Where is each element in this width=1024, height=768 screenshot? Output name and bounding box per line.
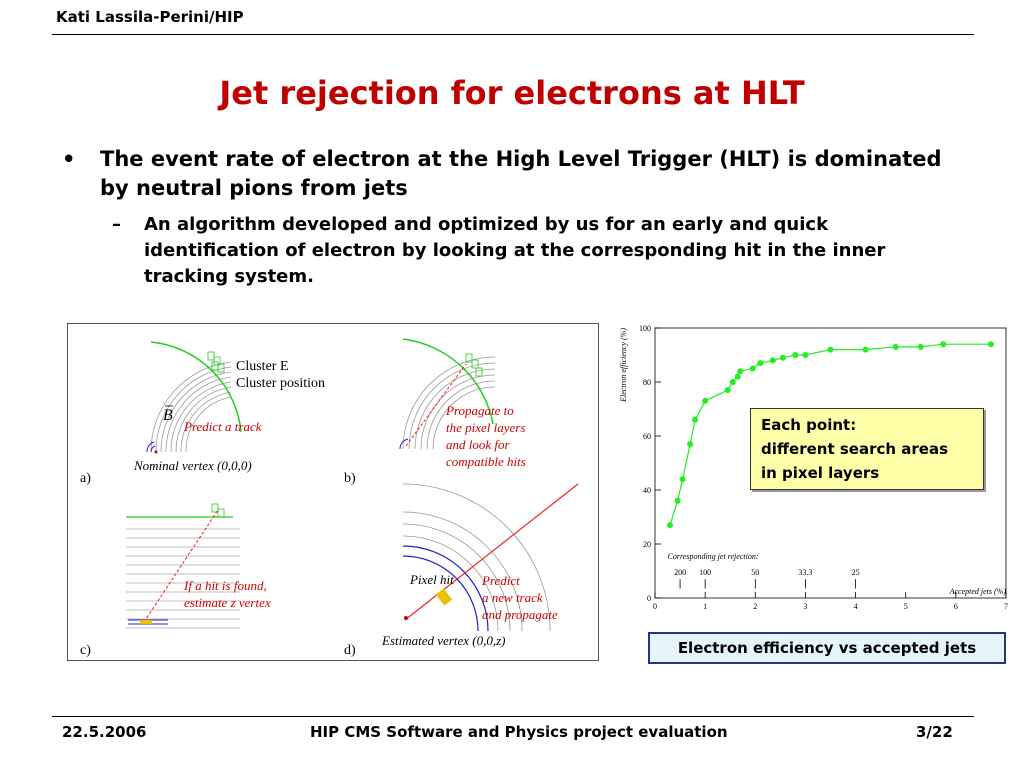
each-point-callout: Each point: different search areas in pi…	[750, 408, 984, 490]
propagate-line3: and look for	[446, 437, 510, 452]
panel-c-letter: c)	[80, 643, 91, 658]
y-tick-label: 20	[643, 540, 651, 549]
propagate-line2: the pixel layers	[446, 420, 525, 435]
footer-date: 22.5.2006	[62, 723, 147, 741]
hit-found-line2: estimate z vertex	[184, 595, 271, 610]
data-point	[757, 360, 764, 367]
cluster-position-label: Cluster position	[236, 376, 325, 391]
predict-new-line1: Predict	[481, 573, 520, 588]
x-tick-label: 3	[803, 602, 807, 611]
predict-new-line3: and propagate	[482, 607, 558, 622]
x-tick-label: 7	[1004, 602, 1008, 611]
header-author: Kati Lassila-Perini/HIP	[56, 8, 244, 26]
slide-title: Jet rejection for electrons at HLT	[219, 74, 805, 112]
jet-rejection-value: 200	[674, 568, 686, 577]
x-tick-label: 0	[653, 602, 657, 611]
hit-found-line1: If a hit is found,	[183, 578, 267, 593]
pixel-hit-label: Pixel hit	[409, 572, 454, 587]
data-point	[737, 368, 744, 375]
jet-rejection-value: 25	[852, 568, 860, 577]
data-point	[987, 341, 994, 348]
data-point	[827, 346, 834, 353]
estimated-vertex-label: Estimated vertex (0,0,z)	[381, 633, 505, 648]
chart-caption: Electron efficiency vs accepted jets	[648, 632, 1006, 664]
panel-d-letter: d)	[344, 643, 356, 658]
sub-bullet-marker: –	[112, 214, 121, 235]
x-tick-label: 1	[703, 602, 707, 611]
panel-b-letter: b)	[344, 471, 356, 486]
data-point	[724, 387, 731, 394]
data-point	[769, 357, 776, 364]
x-tick-label: 6	[954, 602, 958, 611]
data-point	[749, 365, 756, 372]
y-tick-label: 60	[643, 432, 651, 441]
callout-line2: different search areas	[761, 440, 949, 458]
b-field-label: B	[163, 407, 173, 424]
x-tick-label: 4	[854, 602, 858, 611]
data-point	[892, 343, 899, 350]
x-tick-label: 5	[904, 602, 908, 611]
x-tick-label: 2	[753, 602, 757, 611]
jet-rejection-value: 50	[751, 568, 759, 577]
efficiency-chart-svg: 0 1 2 3 4 5 6 7 0 20 40 60 80 100 Accepted jets (%) Ele…	[619, 324, 1008, 611]
panel-b: Propagate to the pixel layers and look f…	[344, 338, 526, 486]
data-point	[692, 416, 699, 423]
y-tick-label: 80	[643, 378, 651, 387]
data-point	[729, 379, 736, 385]
plot-frame	[654, 327, 1007, 599]
data-point	[940, 341, 947, 348]
y-tick-label: 40	[643, 486, 651, 495]
data-point	[679, 476, 686, 483]
jet-rejection-value: 100	[699, 568, 711, 577]
y-tick-label: 0	[647, 594, 651, 603]
data-point	[792, 352, 799, 358]
header-rule	[52, 34, 974, 35]
data-point	[687, 441, 694, 448]
jet-rejection-title: Corresponding jet rejection:	[668, 552, 759, 561]
data-point	[674, 497, 681, 504]
y-axis-label: Electron efficiency (%)	[619, 328, 628, 403]
bullet-marker: •	[62, 147, 76, 171]
propagate-line1: Propagate to	[445, 403, 514, 418]
sub-bullet-text: An algorithm developed and optimized by …	[144, 214, 886, 287]
efficiency-chart: 0 1 2 3 4 5 6 7 0 20 40 60 80 100 Accepted jets (%) Ele…	[608, 318, 1016, 620]
footer-rule	[52, 716, 974, 717]
data-point	[667, 522, 674, 529]
propagate-line4: compatible hits	[446, 454, 526, 469]
algorithm-diagram-svg: Cluster E Cluster position B Predict a t…	[80, 338, 579, 658]
panel-a-letter: a)	[80, 471, 91, 486]
data-point	[802, 352, 809, 358]
footer-page-number: 3/22	[916, 723, 953, 741]
data-point	[917, 343, 924, 350]
jet-rejection-value: 33.3	[798, 568, 812, 577]
main-bullet-text: The event rate of electron at the High L…	[100, 147, 942, 200]
footer-event: HIP CMS Software and Physics project eva…	[310, 723, 728, 741]
predict-new-line2: a new track	[482, 590, 543, 605]
data-point	[734, 373, 741, 380]
data-point	[862, 346, 869, 353]
panel-a: Cluster E Cluster position B Predict a t…	[80, 341, 325, 486]
callout-line1: Each point:	[761, 416, 857, 434]
nominal-vertex-label: Nominal vertex (0,0,0)	[133, 458, 252, 473]
algorithm-diagram: Cluster E Cluster position B Predict a t…	[67, 323, 599, 661]
data-point	[702, 397, 709, 404]
efficiency-line	[669, 343, 991, 526]
panel-c: If a hit is found, estimate z vertex c)	[80, 503, 271, 658]
x-axis-label: Accepted jets (%)	[949, 587, 1007, 596]
panel-d: Pixel hit Predict a new track and propag…	[344, 483, 579, 658]
callout-line3: in pixel layers	[761, 464, 880, 482]
data-point	[779, 354, 786, 361]
y-tick-label: 100	[639, 324, 651, 333]
predict-track-label: Predict a track	[183, 419, 262, 434]
cluster-e-label: Cluster E	[236, 359, 289, 374]
